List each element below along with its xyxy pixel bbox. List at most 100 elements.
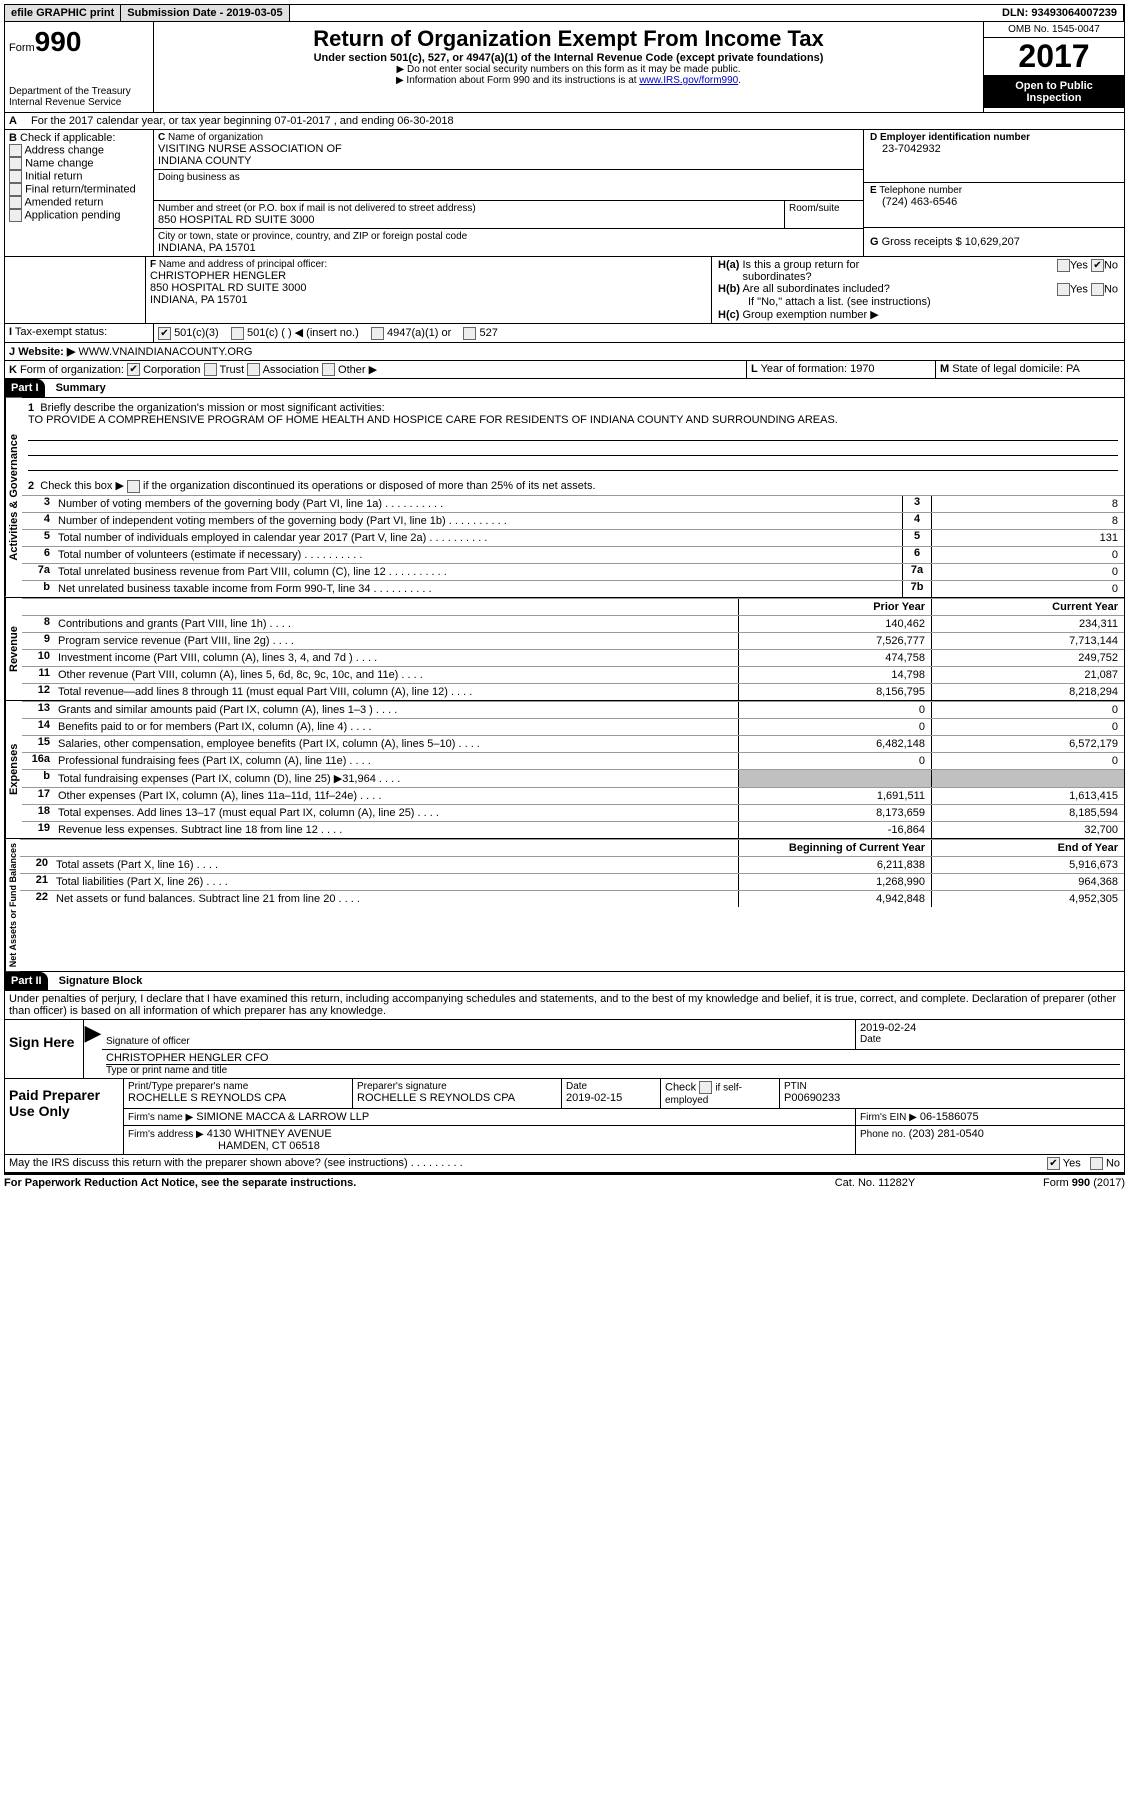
discontinued-checkbox[interactable]: [127, 480, 140, 493]
officer-label: Name and address of principal officer:: [159, 259, 327, 270]
prep-name: ROCHELLE S REYNOLDS CPA: [128, 1092, 348, 1104]
officer-group-block: F Name and address of principal officer:…: [4, 257, 1125, 324]
4947-checkbox[interactable]: [371, 327, 384, 340]
declaration-text: Under penalties of perjury, I declare th…: [4, 991, 1125, 1020]
org-name-2: INDIANA COUNTY: [158, 155, 859, 167]
corp-checkbox[interactable]: ✔: [127, 363, 140, 376]
form990-link[interactable]: www.IRS.gov/form990: [639, 75, 738, 86]
form-subtitle: Under section 501(c), 527, or 4947(a)(1)…: [162, 52, 975, 64]
amended-return-checkbox[interactable]: [9, 196, 22, 209]
gov-sidelabel: Activities & Governance: [5, 398, 22, 597]
fin-row: 12Total revenue—add lines 8 through 11 (…: [22, 683, 1124, 700]
org-name-1: VISITING NURSE ASSOCIATION OF: [158, 143, 859, 155]
tax-year: 2017: [984, 38, 1124, 76]
fin-row: 11Other revenue (Part VIII, column (A), …: [22, 666, 1124, 683]
website-row: J Website: ▶ WWW.VNAINDIANACOUNTY.ORG: [4, 343, 1125, 361]
form-title: Return of Organization Exempt From Incom…: [162, 26, 975, 52]
prep-date: 2019-02-15: [566, 1092, 656, 1104]
firm-phone: (203) 281-0540: [909, 1128, 984, 1140]
form-number: Form990: [9, 26, 149, 58]
discuss-no-checkbox[interactable]: [1090, 1157, 1103, 1170]
check-if-label: Check: [665, 1081, 696, 1093]
address-change-checkbox[interactable]: [9, 144, 22, 157]
form-header: Form990 Department of the Treasury Inter…: [4, 22, 1125, 113]
final-return-checkbox[interactable]: [9, 183, 22, 196]
gov-row: 7aTotal unrelated business revenue from …: [22, 563, 1124, 580]
end-year-header: End of Year: [931, 840, 1124, 856]
fin-row: 10Investment income (Part VIII, column (…: [22, 649, 1124, 666]
officer-printed-name: CHRISTOPHER HENGLER CFO: [106, 1052, 1120, 1064]
part1-subtitle: Summary: [48, 382, 106, 394]
part2-header: Part II: [5, 972, 48, 990]
line2-label: Check this box ▶: [40, 480, 124, 492]
prior-year-header: Prior Year: [738, 599, 931, 615]
gov-row: 4Number of independent voting members of…: [22, 512, 1124, 529]
street-label: Number and street (or P.O. box if mail i…: [158, 203, 780, 214]
prep-sig-label: Preparer's signature: [357, 1081, 557, 1092]
gross-receipts-label: Gross receipts $: [882, 236, 962, 248]
website-label: Website: ▶: [18, 346, 75, 358]
cat-number: Cat. No. 11282Y: [775, 1177, 975, 1189]
submission-date-button[interactable]: Submission Date - 2019-03-05: [121, 5, 289, 21]
initial-return-checkbox[interactable]: [9, 170, 22, 183]
mission-label: Briefly describe the organization's miss…: [40, 402, 384, 414]
527-checkbox[interactable]: [463, 327, 476, 340]
fin-row: 19Revenue less expenses. Subtract line 1…: [22, 821, 1124, 838]
discuss-row: May the IRS discuss this return with the…: [4, 1155, 1125, 1173]
dept-irs: Internal Revenue Service: [9, 97, 149, 108]
address-change-label: Address change: [24, 144, 104, 156]
ha-yes-checkbox[interactable]: [1057, 259, 1070, 272]
tax-exempt-row: I Tax-exempt status: ✔ 501(c)(3) 501(c) …: [4, 324, 1125, 343]
501c3-checkbox[interactable]: ✔: [158, 327, 171, 340]
assoc-checkbox[interactable]: [247, 363, 260, 376]
hb-note: If "No," attach a list. (see instruction…: [718, 296, 1118, 308]
opt-527: 527: [480, 327, 498, 339]
application-pending-checkbox[interactable]: [9, 209, 22, 222]
revenue-section: Revenue Prior Year Current Year 8Contrib…: [4, 598, 1125, 701]
discuss-label: May the IRS discuss this return with the…: [9, 1157, 408, 1169]
hb-yes-checkbox[interactable]: [1057, 283, 1070, 296]
form-note1: ▶ Do not enter social security numbers o…: [162, 64, 975, 75]
firm-phone-label: Phone no.: [860, 1129, 906, 1140]
sig-date: 2019-02-24: [860, 1022, 1120, 1034]
gov-row: 5Total number of individuals employed in…: [22, 529, 1124, 546]
officer-name-label: Type or print name and title: [106, 1064, 1120, 1076]
paperwork-notice: For Paperwork Reduction Act Notice, see …: [4, 1177, 775, 1189]
501c-checkbox[interactable]: [231, 327, 244, 340]
org-name-label: Name of organization: [168, 132, 263, 143]
city-state-zip: INDIANA, PA 15701: [158, 242, 859, 254]
firm-name-label: Firm's name ▶: [128, 1112, 193, 1123]
ha-no-checkbox[interactable]: ✔: [1091, 259, 1104, 272]
form-prefix: Form: [9, 42, 35, 54]
firm-addr-label: Firm's address ▶: [128, 1129, 204, 1140]
form-org-label: Form of organization:: [20, 364, 124, 376]
sign-here-block: Sign Here ▶ Signature of officer 2019-02…: [4, 1020, 1125, 1079]
year-formation-label: Year of formation:: [761, 363, 847, 375]
begin-year-header: Beginning of Current Year: [738, 840, 931, 856]
discuss-yes-checkbox[interactable]: ✔: [1047, 1157, 1060, 1170]
name-change-checkbox[interactable]: [9, 157, 22, 170]
fin-row: 21Total liabilities (Part X, line 26) . …: [20, 873, 1124, 890]
trust-checkbox[interactable]: [204, 363, 217, 376]
ha-label: Is this a group return for: [742, 259, 859, 271]
efile-print-button[interactable]: efile GRAPHIC print: [5, 5, 121, 21]
hb-label: Are all subordinates included?: [742, 283, 889, 295]
open-to-public: Open to PublicInspection: [984, 76, 1124, 108]
net-sidelabel: Net Assets or Fund Balances: [5, 839, 20, 971]
line2-text: if the organization discontinued its ope…: [143, 480, 596, 492]
phone-label: Telephone number: [879, 185, 962, 196]
gov-row: 6Total number of volunteers (estimate if…: [22, 546, 1124, 563]
fin-row: 15Salaries, other compensation, employee…: [22, 735, 1124, 752]
part2-subtitle: Signature Block: [51, 975, 143, 987]
self-employed-checkbox[interactable]: [699, 1081, 712, 1094]
hb-no-checkbox[interactable]: [1091, 283, 1104, 296]
prep-name-label: Print/Type preparer's name: [128, 1081, 348, 1092]
expenses-section: Expenses 13Grants and similar amounts pa…: [4, 701, 1125, 839]
final-return-label: Final return/terminated: [25, 183, 136, 195]
firm-ein-label: Firm's EIN ▶: [860, 1112, 917, 1123]
other-checkbox[interactable]: [322, 363, 335, 376]
state-domicile-label: State of legal domicile:: [952, 363, 1063, 375]
fin-row: 17Other expenses (Part IX, column (A), l…: [22, 787, 1124, 804]
fin-row: bTotal fundraising expenses (Part IX, co…: [22, 769, 1124, 787]
rev-sidelabel: Revenue: [5, 598, 22, 700]
